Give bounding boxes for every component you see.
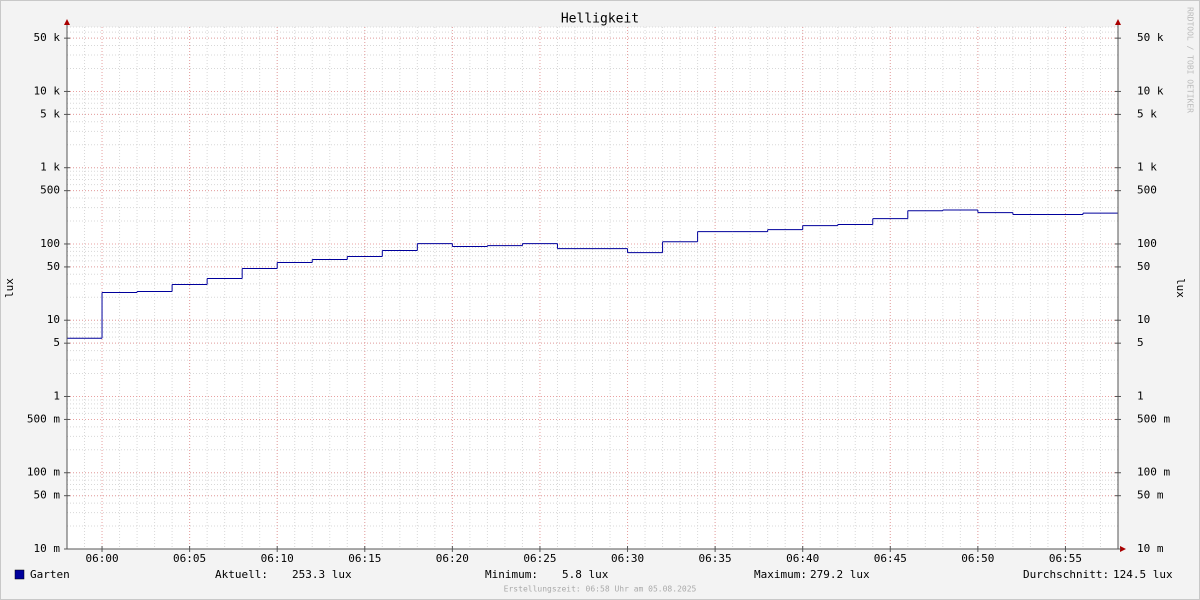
y2-tick-label: 500 <box>1137 184 1157 197</box>
y-tick-label: 500 m <box>27 412 60 425</box>
y2-tick-label: 5 k <box>1137 107 1157 120</box>
watermark: RRDTOOL / TOBI OETIKER <box>1186 7 1195 113</box>
x-tick-label: 06:15 <box>348 552 381 565</box>
y-tick-label: 5 k <box>40 107 60 120</box>
stat-label: Minimum: <box>485 568 538 581</box>
stat-label: Durchschnitt: <box>1023 568 1109 581</box>
y2-tick-label: 5 <box>1137 336 1144 349</box>
axis-arrow <box>64 19 70 25</box>
y-tick-label: 50 k <box>34 31 61 44</box>
chart-title: Helligkeit <box>561 12 639 27</box>
stat-value: 279.2 lux <box>810 568 870 581</box>
y2-tick-label: 50 <box>1137 260 1150 273</box>
x-tick-label: 06:10 <box>261 552 294 565</box>
y2-tick-label: 100 m <box>1137 466 1170 479</box>
y-tick-label: 100 m <box>27 466 60 479</box>
y2-tick-label: 100 <box>1137 237 1157 250</box>
legend-swatch <box>14 569 25 580</box>
x-tick-label: 06:50 <box>961 552 994 565</box>
legend: Garten Aktuell: 253.3 lux Minimum: 5.8 lux Ma… <box>14 568 1173 581</box>
y-tick-label: 5 <box>53 336 60 349</box>
y2-tick-label: 10 <box>1137 313 1150 326</box>
y2-tick-label: 500 m <box>1137 412 1170 425</box>
x-tick-label: 06:00 <box>85 552 118 565</box>
y2-tick-label: 10 k <box>1137 84 1164 97</box>
y-tick-label: 1 <box>53 389 60 402</box>
y2-tick-label: 50 m <box>1137 489 1164 502</box>
x-tick-label: 06:45 <box>874 552 907 565</box>
y-tick-label: 1 k <box>40 161 60 174</box>
x-tick-label: 06:20 <box>436 552 469 565</box>
y-axis-label: lux <box>3 278 16 298</box>
y-tick-label: 500 <box>40 184 60 197</box>
y-tick-label: 10 k <box>34 84 61 97</box>
stat-value: 253.3 lux <box>292 568 352 581</box>
y-tick-label: 100 <box>40 237 60 250</box>
marks <box>67 209 1118 339</box>
stat-label: Aktuell: <box>215 568 268 581</box>
y-tick-label: 50 m <box>34 489 61 502</box>
y2-tick-label: 10 m <box>1137 542 1164 555</box>
y2-tick-label: 1 k <box>1137 161 1157 174</box>
y2-tick-label: 1 <box>1137 389 1144 402</box>
x-tick-label: 06:55 <box>1049 552 1082 565</box>
stat-label: Maximum: <box>754 568 807 581</box>
axis-arrow <box>1120 546 1126 552</box>
stat-value: 124.5 lux <box>1113 568 1173 581</box>
footer: Erstellungszeit: 06:58 Uhr am 05.08.2025 <box>504 585 697 594</box>
axis-arrow <box>1115 19 1121 25</box>
x-tick-label: 06:40 <box>786 552 819 565</box>
y2-axis-label: lux <box>1174 278 1187 298</box>
y2-tick-label: 50 k <box>1137 31 1164 44</box>
x-tick-label: 06:35 <box>699 552 732 565</box>
x-tick-label: 06:05 <box>173 552 206 565</box>
y-tick-label: 10 m <box>34 542 61 555</box>
x-tick-label: 06:25 <box>523 552 556 565</box>
legend-label: Garten <box>30 568 70 581</box>
stat-value: 5.8 lux <box>562 568 609 581</box>
y-tick-label: 50 <box>47 260 60 273</box>
x-tick-label: 06:30 <box>611 552 644 565</box>
grid <box>66 26 1119 550</box>
y-tick-label: 10 <box>47 313 60 326</box>
